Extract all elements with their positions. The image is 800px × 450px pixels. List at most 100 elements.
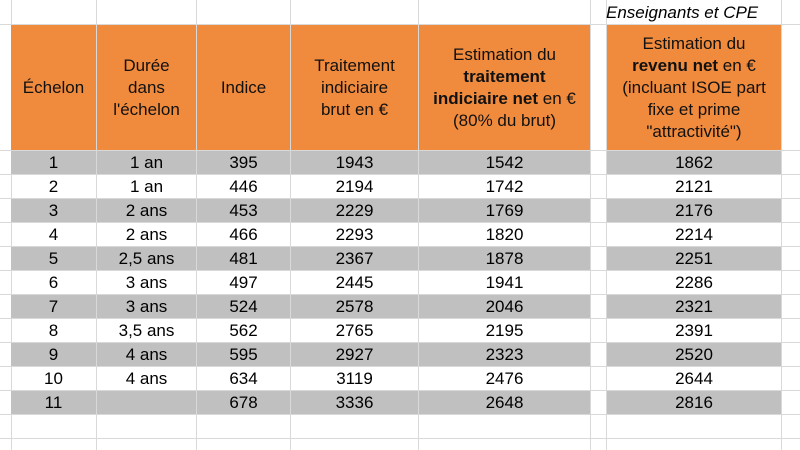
- cell-echelon[interactable]: 3: [11, 199, 96, 222]
- header-revenu-rest: en €: [718, 55, 756, 75]
- cell-estimation-revenu[interactable]: 1862: [607, 151, 781, 174]
- header-revenu-line: fixe et prime: [647, 99, 741, 119]
- header-revenu-line: (incluant ISOE part: [622, 77, 766, 97]
- table-row: 10 4 ans 634 3119 2476 2644: [0, 367, 800, 391]
- cell-indice[interactable]: 395: [197, 151, 290, 174]
- cell-traitement-brut[interactable]: 2445: [335, 272, 374, 292]
- cell-indice[interactable]: 562: [229, 320, 258, 340]
- cell-estimation-revenu[interactable]: 2251: [607, 247, 781, 270]
- cell-estimation-revenu[interactable]: 2286: [675, 272, 713, 292]
- cell-echelon[interactable]: 9: [11, 343, 96, 366]
- header-echelon[interactable]: Échelon: [11, 25, 96, 150]
- cell-estimation-net[interactable]: 1769: [419, 199, 590, 222]
- cell-echelon[interactable]: 5: [11, 247, 96, 270]
- cell-estimation-revenu[interactable]: 2176: [607, 199, 781, 222]
- cell-indice[interactable]: 678: [197, 391, 290, 414]
- cell-duree[interactable]: [97, 391, 196, 414]
- cell-traitement-brut[interactable]: 2367: [291, 247, 418, 270]
- cell-estimation-net[interactable]: 1941: [485, 272, 524, 292]
- cell-traitement-brut[interactable]: 3336: [291, 391, 418, 414]
- cell-duree[interactable]: 3 ans: [97, 295, 196, 318]
- cell-echelon[interactable]: 10: [44, 368, 63, 388]
- cell-echelon[interactable]: 8: [48, 320, 59, 340]
- cell-duree[interactable]: 2 ans: [125, 224, 168, 244]
- cell-estimation-revenu[interactable]: 2214: [675, 224, 713, 244]
- table-row: 11 678 3336 2648 2816: [0, 391, 800, 415]
- cell-estimation-net[interactable]: 1742: [485, 176, 524, 196]
- cell-estimation-net[interactable]: 2195: [485, 320, 524, 340]
- header-brut-line: Traitement: [314, 55, 395, 75]
- cell-echelon[interactable]: 2: [48, 176, 59, 196]
- cell-indice[interactable]: 453: [197, 199, 290, 222]
- header-indice[interactable]: Indice: [197, 25, 290, 150]
- cell-estimation-net[interactable]: 2046: [419, 295, 590, 318]
- header-estimation-net[interactable]: Estimation du traitement indiciaire net …: [419, 25, 590, 150]
- cell-estimation-net[interactable]: 2476: [485, 368, 524, 388]
- cell-traitement-brut[interactable]: 2293: [335, 224, 374, 244]
- cell-indice[interactable]: 446: [229, 176, 258, 196]
- header-net-line: (80% du brut): [453, 110, 556, 130]
- cell-duree[interactable]: 2,5 ans: [97, 247, 196, 270]
- cell-echelon[interactable]: 7: [11, 295, 96, 318]
- cell-indice[interactable]: 466: [229, 224, 258, 244]
- table-row: 4 2 ans 466 2293 1820 2214: [0, 223, 800, 247]
- cell-duree[interactable]: 1 an: [97, 151, 196, 174]
- cell-duree[interactable]: 1 an: [129, 176, 164, 196]
- header-echelon-label: Échelon: [22, 77, 85, 97]
- header-net-line: Estimation du: [453, 44, 556, 64]
- header-duree[interactable]: Durée dans l'échelon: [97, 25, 196, 150]
- header-net-rest: en €: [538, 88, 576, 108]
- cell-indice[interactable]: 595: [197, 343, 290, 366]
- cell-estimation-revenu[interactable]: 2121: [675, 176, 713, 196]
- header-estimation-revenu[interactable]: Estimation du revenu net en € (incluant …: [607, 25, 781, 150]
- cell-estimation-revenu[interactable]: 2644: [675, 368, 713, 388]
- cell-echelon[interactable]: 1: [11, 151, 96, 174]
- cell-traitement-brut[interactable]: 2229: [291, 199, 418, 222]
- cell-duree[interactable]: 3 ans: [125, 272, 168, 292]
- header-revenu-line: "attractivité"): [646, 121, 742, 141]
- cell-indice[interactable]: 497: [229, 272, 258, 292]
- cell-duree[interactable]: 4 ans: [125, 368, 168, 388]
- cell-estimation-revenu[interactable]: 2321: [607, 295, 781, 318]
- header-duree-line: Durée: [123, 55, 170, 75]
- cell-estimation-revenu[interactable]: 2520: [607, 343, 781, 366]
- cell-traitement-brut[interactable]: 3119: [336, 368, 373, 388]
- cell-traitement-brut[interactable]: 2578: [291, 295, 418, 318]
- cell-estimation-net[interactable]: 1878: [419, 247, 590, 270]
- cell-duree[interactable]: 4 ans: [97, 343, 196, 366]
- header-brut-line: indiciaire: [320, 77, 389, 97]
- cell-estimation-net[interactable]: 1820: [485, 224, 524, 244]
- cell-estimation-revenu[interactable]: 2816: [607, 391, 781, 414]
- cell-traitement-brut[interactable]: 2194: [335, 176, 374, 196]
- cell-echelon[interactable]: 11: [11, 391, 96, 414]
- header-traitement-brut[interactable]: Traitement indiciaire brut en €: [291, 25, 418, 150]
- header-indice-label: Indice: [220, 77, 267, 97]
- cell-duree[interactable]: 3,5 ans: [118, 320, 175, 340]
- cell-echelon[interactable]: 4: [48, 224, 59, 244]
- header-duree-line: l'échelon: [113, 99, 180, 119]
- cell-indice[interactable]: 524: [197, 295, 290, 318]
- cell-traitement-brut[interactable]: 2765: [335, 320, 374, 340]
- cell-estimation-net[interactable]: 1542: [419, 151, 590, 174]
- caption-enseignants-cpe: Enseignants et CPE: [606, 3, 759, 22]
- table-row: 5 2,5 ans 481 2367 1878 2251: [0, 247, 800, 271]
- cell-indice[interactable]: 634: [229, 368, 258, 388]
- header-net-bold: traitement: [463, 66, 546, 86]
- header-revenu-bold: revenu net: [632, 55, 719, 75]
- table-row: 2 1 an 446 2194 1742 2121: [0, 175, 800, 199]
- header-net-bold: indiciaire net: [433, 88, 539, 108]
- header-brut-line: brut en €: [320, 99, 389, 119]
- cell-duree[interactable]: 2 ans: [97, 199, 196, 222]
- cell-indice[interactable]: 481: [197, 247, 290, 270]
- cell-estimation-revenu[interactable]: 2391: [675, 320, 713, 340]
- cell-traitement-brut[interactable]: 2927: [291, 343, 418, 366]
- cell-echelon[interactable]: 6: [48, 272, 59, 292]
- cell-traitement-brut[interactable]: 1943: [291, 151, 418, 174]
- cell-estimation-net[interactable]: 2648: [419, 391, 590, 414]
- cell-estimation-net[interactable]: 2323: [419, 343, 590, 366]
- table-row: 6 3 ans 497 2445 1941 2286: [0, 271, 800, 295]
